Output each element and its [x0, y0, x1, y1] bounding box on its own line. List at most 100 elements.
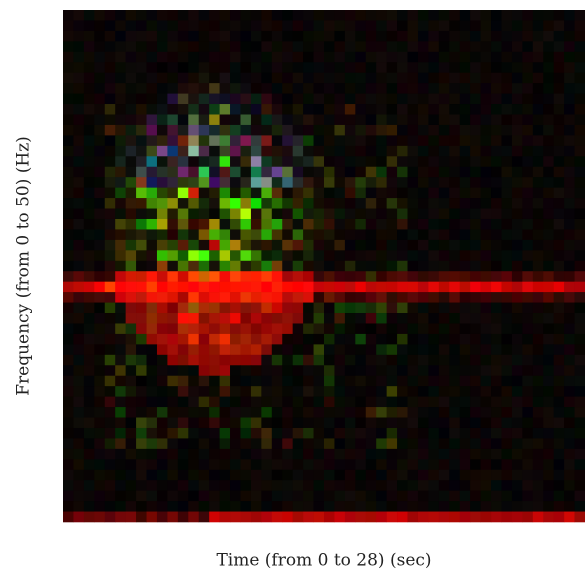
spectrogram-pixel	[491, 218, 502, 230]
spectrogram-pixel	[198, 239, 210, 251]
spectrogram-pixel	[209, 41, 220, 53]
spectrogram-pixel	[470, 51, 481, 63]
spectrogram-pixel	[177, 187, 189, 199]
spectrogram-pixel	[115, 83, 126, 94]
spectrogram-pixel	[501, 438, 513, 450]
spectrogram-pixel	[511, 30, 523, 42]
spectrogram-pixel	[104, 145, 116, 157]
spectrogram-pixel	[574, 427, 585, 439]
spectrogram-pixel	[230, 344, 241, 356]
spectrogram-pixel	[271, 229, 283, 241]
spectrogram-pixel	[73, 333, 85, 345]
spectrogram-pixel	[480, 156, 492, 168]
spectrogram-pixel	[491, 135, 502, 147]
spectrogram-pixel	[292, 354, 304, 366]
spectrogram-pixel	[553, 208, 565, 220]
spectrogram-pixel	[532, 407, 544, 418]
spectrogram-pixel	[428, 51, 440, 63]
spectrogram-pixel	[480, 62, 492, 73]
spectrogram-pixel	[240, 83, 252, 94]
spectrogram-pixel	[459, 344, 471, 356]
spectrogram-pixel	[303, 62, 314, 73]
spectrogram-pixel	[522, 438, 534, 450]
spectrogram-pixel	[240, 239, 252, 251]
spectrogram-pixel	[240, 30, 252, 42]
spectrogram-pixel	[564, 333, 575, 345]
spectrogram-pixel	[407, 72, 419, 84]
spectrogram-pixel	[198, 218, 210, 230]
spectrogram-pixel	[344, 93, 356, 105]
spectrogram-pixel	[230, 187, 241, 199]
spectrogram-pixel	[459, 407, 471, 418]
spectrogram-pixel	[250, 260, 262, 272]
spectrogram-pixel	[553, 62, 565, 73]
spectrogram-pixel	[63, 260, 74, 272]
spectrogram-pixel	[407, 10, 419, 21]
spectrogram-pixel	[146, 260, 158, 272]
spectrogram-pixel	[115, 313, 126, 324]
spectrogram-pixel	[83, 386, 95, 397]
spectrogram-pixel	[125, 250, 137, 262]
spectrogram-pixel	[564, 208, 575, 220]
spectrogram-pixel	[449, 124, 461, 136]
spectrogram-pixel	[209, 375, 220, 387]
spectrogram-pixel	[397, 51, 408, 63]
spectrogram-pixel	[543, 302, 554, 314]
spectrogram-pixel	[386, 386, 398, 397]
spectrogram-pixel	[63, 229, 74, 241]
spectrogram-pixel	[355, 365, 367, 377]
spectrogram-pixel	[491, 511, 502, 523]
spectrogram-pixel	[73, 187, 85, 199]
spectrogram-pixel	[198, 427, 210, 439]
spectrogram-pixel	[156, 490, 168, 502]
spectrogram-pixel	[125, 62, 137, 73]
spectrogram-pixel	[532, 354, 544, 366]
spectrogram-pixel	[417, 333, 429, 345]
spectrogram-pixel	[397, 30, 408, 42]
spectrogram-pixel	[115, 438, 126, 450]
spectrogram-pixel	[564, 469, 575, 481]
spectrogram-pixel	[334, 271, 346, 282]
spectrogram-pixel	[501, 10, 513, 21]
spectrogram-pixel	[428, 333, 440, 345]
spectrogram-pixel	[146, 20, 158, 32]
spectrogram-pixel	[188, 459, 200, 471]
spectrogram-pixel	[480, 239, 492, 251]
spectrogram-pixel	[574, 386, 585, 397]
spectrogram-pixel	[334, 218, 346, 230]
spectrogram-pixel	[355, 104, 367, 115]
spectrogram-pixel	[376, 93, 387, 105]
spectrogram-pixel	[470, 83, 481, 94]
spectrogram-pixel	[104, 93, 116, 105]
spectrogram-pixel	[63, 511, 74, 523]
spectrogram-pixel	[449, 490, 461, 502]
spectrogram-pixel	[188, 281, 200, 293]
spectrogram-pixel	[136, 407, 147, 418]
spectrogram-pixel	[564, 239, 575, 251]
spectrogram-pixel	[438, 83, 450, 94]
spectrogram-pixel	[261, 302, 273, 314]
spectrogram-pixel	[365, 365, 377, 377]
spectrogram-pixel	[303, 333, 314, 345]
spectrogram-pixel	[250, 407, 262, 418]
spectrogram-pixel	[344, 386, 356, 397]
spectrogram-pixel	[543, 365, 554, 377]
spectrogram-pixel	[125, 365, 137, 377]
spectrogram-pixel	[501, 354, 513, 366]
spectrogram-pixel	[167, 135, 179, 147]
spectrogram-pixel	[63, 93, 74, 105]
spectrogram-pixel	[73, 417, 85, 429]
spectrogram-pixel	[511, 93, 523, 105]
spectrogram-pixel	[449, 10, 461, 21]
spectrogram-pixel	[543, 187, 554, 199]
spectrogram-pixel	[386, 177, 398, 188]
spectrogram-pixel	[230, 41, 241, 53]
spectrogram-pixel	[167, 417, 179, 429]
spectrogram-pixel	[459, 30, 471, 42]
spectrogram-pixel	[303, 198, 314, 209]
spectrogram-pixel	[334, 302, 346, 314]
spectrogram-pixel	[397, 469, 408, 481]
spectrogram-pixel	[438, 124, 450, 136]
spectrogram-pixel	[355, 30, 367, 42]
spectrogram-pixel	[209, 208, 220, 220]
